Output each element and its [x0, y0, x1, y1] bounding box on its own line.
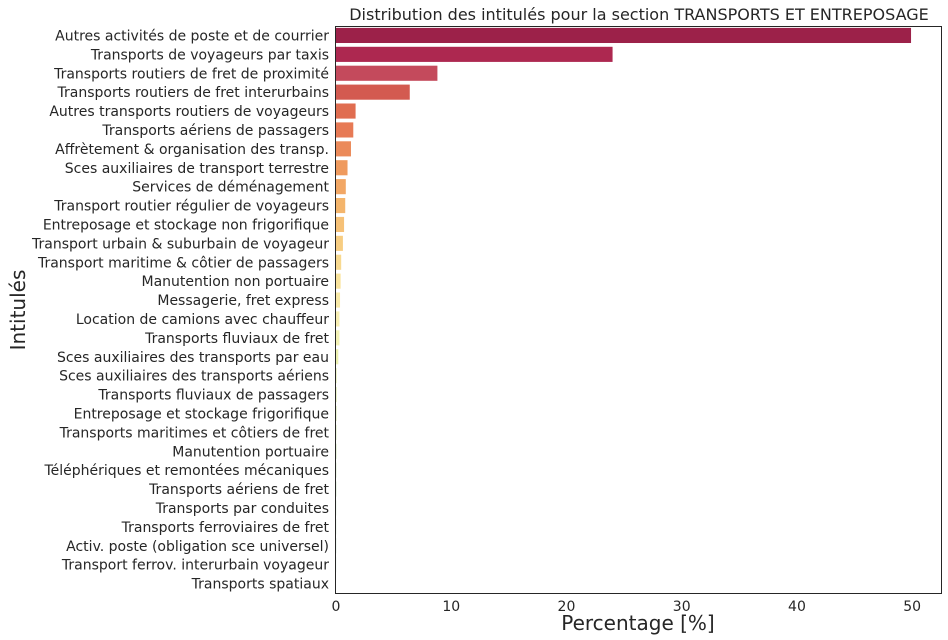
y-tick-label: Transports fluviaux de fret: [144, 331, 329, 347]
y-tick-label: Transports routiers de fret interurbains: [57, 85, 329, 101]
y-tick-label: Transports aériens de passagers: [101, 123, 329, 139]
bar: [336, 386, 337, 403]
y-tick-label: Transports fluviaux de passagers: [97, 388, 329, 404]
bar: [336, 235, 343, 251]
y-tick-label: Affrètement & organisation des transp.: [55, 142, 329, 158]
y-tick-label: Transport ferrov. interurbain voyageur: [61, 558, 329, 574]
chart-title: Distribution des intitulés pour la secti…: [349, 5, 929, 24]
bar: [336, 273, 341, 289]
y-tick-label: Transports par conduites: [155, 501, 329, 517]
y-tick-label: Autres transports routiers de voyageurs: [49, 104, 329, 120]
y-tick-label: Manutention portuaire: [172, 444, 329, 460]
bar: [336, 160, 348, 176]
bar: [336, 349, 339, 365]
bar: [336, 65, 438, 81]
y-tick-label: Sces auxiliaires des transports aériens: [59, 369, 329, 385]
y-tick-label: Transport routier régulier de voyageurs: [53, 199, 329, 215]
y-tick-labels: Autres activités de poste et de courrier…: [31, 28, 329, 592]
bar: [336, 197, 346, 214]
x-tick-label: 30: [673, 599, 691, 615]
bar: [336, 103, 356, 119]
x-tick-label: 20: [558, 599, 576, 615]
bar: [336, 368, 337, 384]
bar: [336, 84, 410, 100]
y-tick-label: Transports routiers de fret de proximité: [53, 66, 329, 82]
bar: [336, 141, 351, 157]
y-tick-label: Location de camions avec chauffeur: [76, 312, 329, 328]
bar: [336, 292, 341, 308]
y-tick-label: Activ. poste (obligation sce universel): [66, 539, 329, 555]
x-axis-label: Percentage [%]: [561, 611, 714, 635]
bar: [336, 254, 342, 270]
y-tick-label: Entreposage et stockage frigorifique: [74, 406, 329, 422]
x-ticks: 0 10 20 30 40 50: [332, 599, 922, 615]
y-tick-label: Services de déménagement: [132, 180, 329, 196]
x-tick-label: 40: [788, 599, 806, 615]
y-tick-label: Manutention non portuaire: [141, 274, 329, 290]
y-tick-label: Sces auxiliaires de transport terrestre: [65, 161, 329, 177]
bar: [336, 27, 912, 44]
y-tick-label: Sces auxiliaires des transports par eau: [57, 350, 329, 366]
y-tick-label: Autres activités de poste et de courrier: [55, 28, 329, 44]
bar: [336, 216, 345, 233]
x-tick-label: 0: [332, 599, 341, 615]
y-tick-label: Téléphériques et remontées mécaniques: [43, 463, 329, 479]
x-tick-label: 10: [442, 599, 460, 615]
y-tick-label: Transport maritime & côtier de passagers: [37, 255, 329, 271]
y-tick-label: Transports ferroviaires de fret: [121, 520, 330, 536]
bars-group: [336, 27, 912, 573]
plot-frame: [335, 26, 942, 594]
bar: [336, 179, 346, 195]
bar: [336, 330, 340, 346]
y-tick-label: Transports de voyageurs par taxis: [90, 47, 329, 63]
bar: [336, 311, 340, 327]
y-tick-label: Transport urbain & suburbain de voyageur: [31, 236, 329, 252]
x-tick-label: 50: [903, 599, 921, 615]
y-tick-label: Transports aériens de fret: [148, 482, 329, 498]
y-tick-label: Messagerie, fret express: [157, 293, 329, 309]
y-tick-label: Transports maritimes et côtiers de fret: [59, 425, 330, 441]
y-tick-label: Entreposage et stockage non frigorifique: [43, 217, 329, 233]
bar: [336, 46, 613, 62]
y-tick-label: Transports spatiaux: [191, 577, 329, 593]
bar: [336, 122, 354, 138]
y-axis-label: Intitulés: [6, 270, 30, 351]
